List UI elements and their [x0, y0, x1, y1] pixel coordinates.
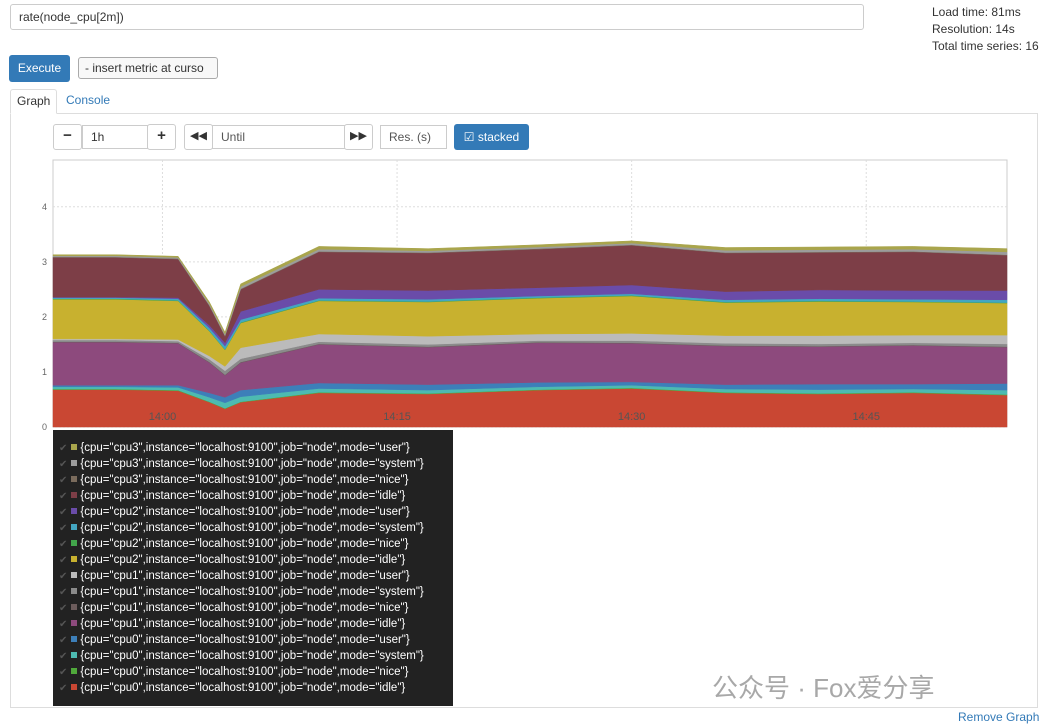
graph-panel — [10, 113, 1038, 708]
y-tick-label: 1 — [42, 367, 47, 377]
legend-entry[interactable]: ✔ {cpu="cpu0",instance="localhost:9100",j… — [59, 664, 408, 680]
legend-entry[interactable]: ✔ {cpu="cpu1",instance="localhost:9100",j… — [59, 584, 424, 600]
legend-entry[interactable]: ✔ {cpu="cpu1",instance="localhost:9100",j… — [59, 568, 410, 584]
legend-label: {cpu="cpu2",instance="localhost:9100",jo… — [80, 522, 424, 534]
legend-check: ✔ — [59, 619, 68, 630]
legend-entry[interactable]: ✔ {cpu="cpu3",instance="localhost:9100",j… — [59, 488, 405, 504]
until-input[interactable]: Until — [212, 125, 346, 149]
legend-check: ✔ — [59, 587, 68, 598]
legend-label: {cpu="cpu0",instance="localhost:9100",jo… — [80, 650, 424, 662]
legend-check: ✔ — [59, 443, 68, 454]
legend-entry[interactable]: ✔ {cpu="cpu0",instance="localhost:9100",j… — [59, 632, 410, 648]
legend-label: {cpu="cpu3",instance="localhost:9100",jo… — [80, 442, 410, 454]
x-tick-label: 14:30 — [618, 411, 646, 423]
back-button[interactable]: ◀◀ — [184, 124, 213, 150]
query-stats: Load time: 81ms Resolution: 14s Total ti… — [932, 4, 1039, 55]
load-time: Load time: 81ms — [932, 5, 1021, 19]
legend-swatch — [71, 444, 78, 450]
legend-label: {cpu="cpu0",instance="localhost:9100",jo… — [80, 682, 406, 694]
y-tick-label: 4 — [42, 202, 47, 212]
resolution-input[interactable]: Res. (s) — [380, 125, 447, 149]
legend-check: ✔ — [59, 507, 68, 518]
stacked-label: stacked — [477, 130, 520, 144]
legend-check: ✔ — [59, 651, 68, 662]
watermark: 公众号 · Fox爱分享 — [712, 673, 935, 703]
x-tick-label: 14:45 — [852, 411, 880, 423]
legend-entry[interactable]: ✔ {cpu="cpu2",instance="localhost:9100",j… — [59, 520, 424, 536]
x-tick-label: 14:15 — [383, 411, 411, 423]
legend-entry[interactable]: ✔ {cpu="cpu3",instance="localhost:9100",j… — [59, 472, 408, 488]
legend-swatch — [71, 460, 78, 466]
legend-check: ✔ — [59, 555, 68, 566]
legend-swatch — [71, 668, 78, 674]
legend-check: ✔ — [59, 475, 68, 486]
legend-check: ✔ — [59, 491, 68, 502]
legend: ✔ {cpu="cpu3",instance="localhost:9100",j… — [53, 430, 453, 706]
legend-label: {cpu="cpu3",instance="localhost:9100",jo… — [80, 490, 406, 502]
legend-check: ✔ — [59, 539, 68, 550]
legend-label: {cpu="cpu2",instance="localhost:9100",jo… — [80, 506, 410, 518]
legend-swatch — [71, 636, 78, 642]
insert-metric-select[interactable]: - insert metric at curso — [78, 57, 218, 79]
legend-check: ✔ — [59, 523, 68, 534]
graph-tab[interactable]: Graph — [10, 89, 58, 114]
legend-check: ✔ — [59, 635, 68, 646]
increase-range[interactable]: + — [147, 124, 176, 150]
legend-entry[interactable]: ✔ {cpu="cpu1",instance="localhost:9100",j… — [59, 600, 408, 616]
expression-input[interactable]: rate(node_cpu[2m]) — [10, 4, 864, 30]
legend-entry[interactable]: ✔ {cpu="cpu3",instance="localhost:9100",j… — [59, 440, 410, 456]
legend-label: {cpu="cpu3",instance="localhost:9100",jo… — [80, 458, 424, 470]
legend-label: {cpu="cpu1",instance="localhost:9100",jo… — [80, 586, 424, 598]
legend-check: ✔ — [59, 459, 68, 470]
stacked-toggle[interactable]: ☑ stacked — [454, 124, 529, 150]
legend-entry[interactable]: ✔ {cpu="cpu0",instance="localhost:9100",j… — [59, 680, 405, 696]
legend-swatch — [71, 652, 78, 658]
y-tick-label: 0 — [42, 422, 47, 432]
legend-swatch — [71, 524, 78, 530]
legend-label: {cpu="cpu2",instance="localhost:9100",jo… — [80, 538, 409, 550]
legend-check: ✔ — [59, 667, 68, 678]
legend-check: ✔ — [59, 571, 68, 582]
legend-entry[interactable]: ✔ {cpu="cpu2",instance="localhost:9100",j… — [59, 552, 405, 568]
legend-label: {cpu="cpu1",instance="localhost:9100",jo… — [80, 618, 406, 630]
legend-label: {cpu="cpu1",instance="localhost:9100",jo… — [80, 602, 409, 614]
legend-label: {cpu="cpu0",instance="localhost:9100",jo… — [80, 634, 410, 646]
legend-swatch — [71, 684, 78, 690]
legend-swatch — [71, 508, 78, 514]
y-tick-label: 2 — [42, 312, 47, 322]
legend-label: {cpu="cpu2",instance="localhost:9100",jo… — [80, 554, 406, 566]
legend-entry[interactable]: ✔ {cpu="cpu3",instance="localhost:9100",j… — [59, 456, 424, 472]
legend-label: {cpu="cpu3",instance="localhost:9100",jo… — [80, 474, 409, 486]
legend-swatch — [71, 604, 78, 610]
legend-swatch — [71, 556, 78, 562]
legend-swatch — [71, 540, 78, 546]
area — [52, 240, 1008, 335]
execute-button[interactable]: Execute — [9, 55, 70, 82]
console-tab[interactable]: Console — [66, 93, 111, 107]
legend-check: ✔ — [59, 683, 68, 694]
forward-button[interactable]: ▶▶ — [344, 124, 373, 150]
legend-entry[interactable]: ✔ {cpu="cpu1",instance="localhost:9100",j… — [59, 616, 405, 632]
legend-entry[interactable]: ✔ {cpu="cpu2",instance="localhost:9100",j… — [59, 504, 410, 520]
legend-label: {cpu="cpu1",instance="localhost:9100",jo… — [80, 570, 410, 582]
y-tick-label: 3 — [42, 257, 47, 267]
chart: 0 1 2 3 4 14:00 14:15 14:30 14:45 — [42, 159, 1008, 432]
legend-swatch — [71, 620, 78, 626]
legend-label: {cpu="cpu0",instance="localhost:9100",jo… — [80, 666, 409, 678]
legend-entry[interactable]: ✔ {cpu="cpu0",instance="localhost:9100",j… — [59, 648, 424, 664]
resolution: Resolution: 14s — [932, 22, 1015, 36]
remove-graph-link[interactable]: Remove Graph — [958, 710, 1040, 724]
range-input[interactable]: 1h — [82, 125, 148, 149]
x-tick-label: 14:00 — [149, 411, 177, 423]
legend-swatch — [71, 572, 78, 578]
check-icon: ☑ — [463, 130, 478, 144]
legend-swatch — [71, 476, 78, 482]
total-series: Total time series: 16 — [932, 39, 1039, 53]
decrease-range[interactable]: − — [53, 124, 82, 150]
legend-swatch — [71, 588, 78, 594]
legend-swatch — [71, 492, 78, 498]
legend-check: ✔ — [59, 603, 68, 614]
legend-entry[interactable]: ✔ {cpu="cpu2",instance="localhost:9100",j… — [59, 536, 408, 552]
